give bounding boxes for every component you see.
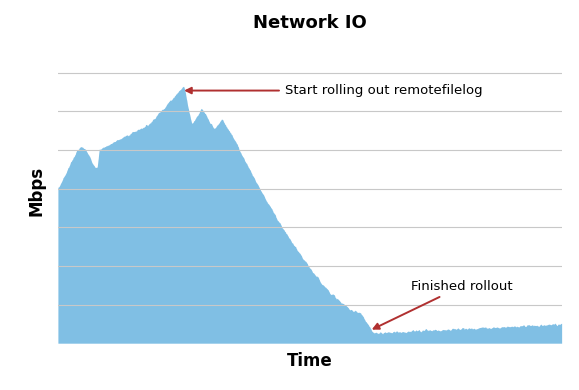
Text: Finished rollout: Finished rollout: [373, 280, 512, 329]
Title: Network IO: Network IO: [253, 14, 367, 32]
Text: Start rolling out remotefilelog: Start rolling out remotefilelog: [186, 84, 482, 97]
Y-axis label: Mbps: Mbps: [27, 166, 45, 216]
X-axis label: Time: Time: [287, 351, 333, 370]
